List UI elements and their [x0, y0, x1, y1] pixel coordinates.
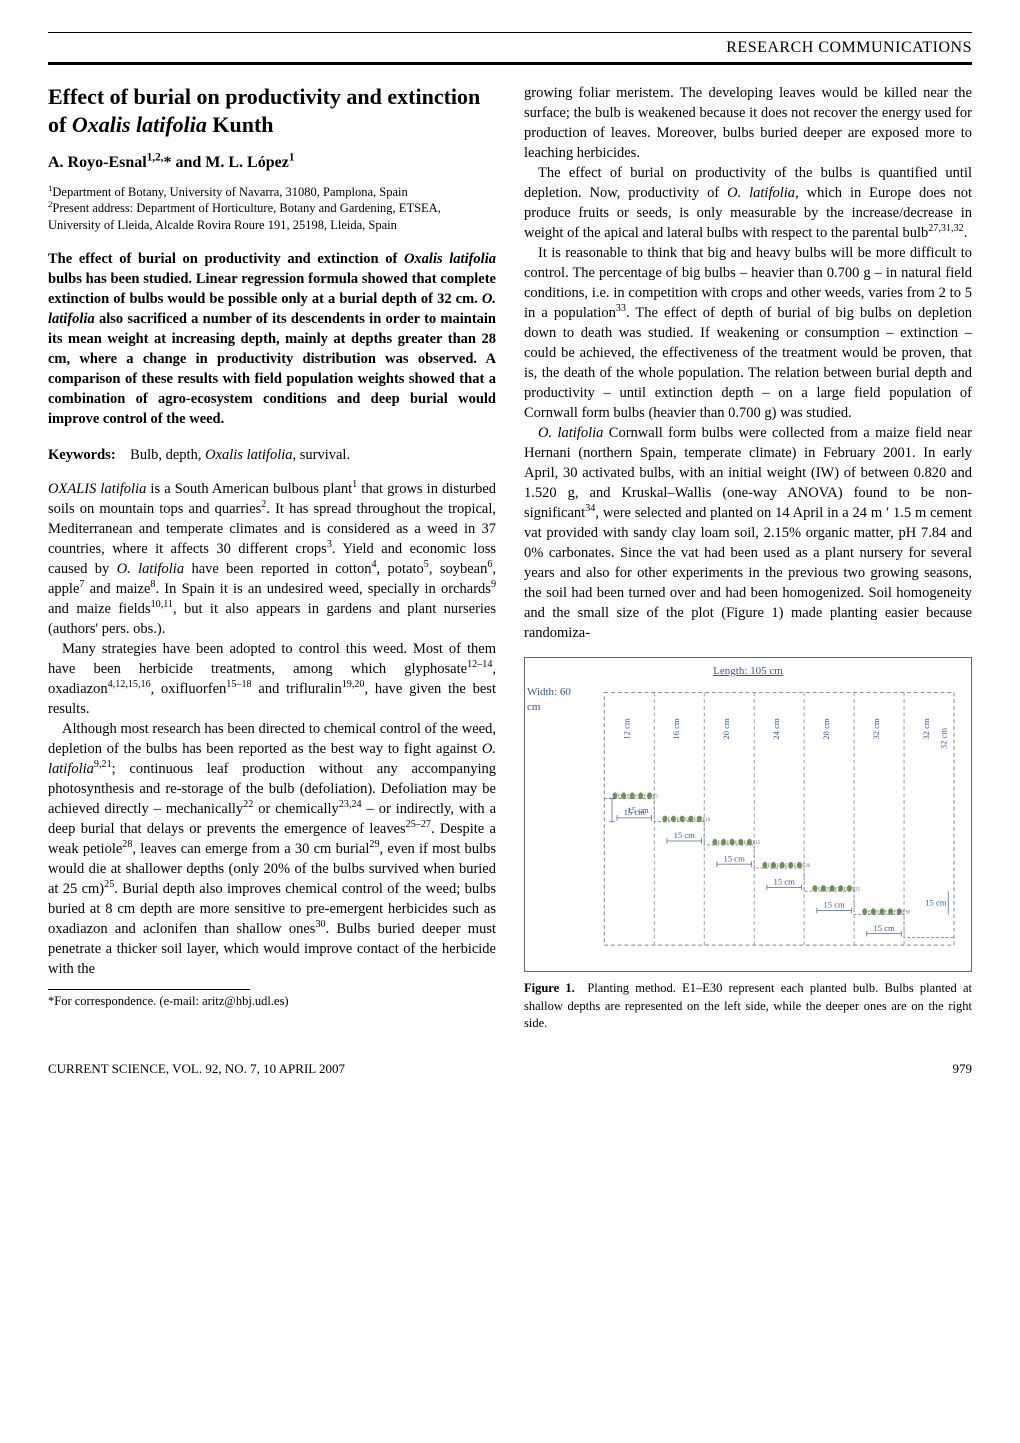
svg-text:15 cm: 15 cm [873, 923, 895, 933]
authors: A. Royo-Esnal1,2,* and M. L. López1 [48, 152, 496, 174]
abstract: The effect of burial on productivity and… [48, 249, 496, 429]
svg-text:15 cm: 15 cm [673, 830, 695, 840]
svg-text:15 cm: 15 cm [925, 898, 947, 908]
svg-text:E25: E25 [852, 888, 860, 893]
two-column-layout: Effect of burial on productivity and ext… [48, 83, 972, 1032]
svg-text:32 cm: 32 cm [921, 718, 931, 740]
svg-text:E20: E20 [802, 864, 810, 869]
footer-left: CURRENT SCIENCE, VOL. 92, NO. 7, 10 APRI… [48, 1060, 345, 1078]
section-header: RESEARCH COMMUNICATIONS [48, 37, 972, 59]
figure-1-caption-label: Figure 1. [524, 981, 575, 995]
svg-text:15 cm: 15 cm [773, 877, 795, 887]
left-column: Effect of burial on productivity and ext… [48, 83, 496, 1032]
figure-1-caption: Figure 1. Planting method. E1–E30 repres… [524, 980, 972, 1032]
thick-rule [48, 62, 972, 65]
page-footer: CURRENT SCIENCE, VOL. 92, NO. 7, 10 APRI… [48, 1060, 972, 1078]
svg-text:24 cm: 24 cm [771, 718, 781, 740]
body-para-r2: It is reasonable to think that big and h… [524, 243, 972, 423]
svg-text:E15: E15 [752, 841, 760, 846]
body-para-l0: OXALIS latifolia is a South American bul… [48, 479, 496, 639]
figure-1-caption-text: Planting method. E1–E30 represent each p… [524, 981, 972, 1030]
correspondence-rule [48, 989, 250, 990]
keywords-label: Keywords: [48, 447, 116, 463]
svg-text:32 cm: 32 cm [938, 728, 948, 750]
svg-text:12 cm: 12 cm [621, 718, 631, 740]
article-title: Effect of burial on productivity and ext… [48, 83, 496, 138]
svg-text:E5: E5 [652, 795, 658, 800]
svg-text:16 cm: 16 cm [671, 718, 681, 740]
body-para-l2: Although most research has been directed… [48, 719, 496, 979]
svg-text:15 cm: 15 cm [823, 900, 845, 910]
svg-text:15 cm: 15 cm [627, 805, 649, 815]
body-para-l1: Many strategies have been adopted to con… [48, 639, 496, 719]
body-para-r0: growing foliar meristem. The developing … [524, 83, 972, 163]
body-para-r1: The effect of burial on productivity of … [524, 163, 972, 243]
correspondence: *For correspondence. (e-mail: aritz@hbj.… [48, 993, 496, 1010]
svg-text:32 cm: 32 cm [871, 718, 881, 740]
figure-1-box: Length: 105 cm Width: 60 cm 12 cm 16 cm 20… [524, 657, 972, 972]
figure-1-left-label: Width: 60 cm [525, 681, 587, 971]
svg-text:E30: E30 [902, 911, 910, 916]
figure-1-diagram: 12 cm16 cm20 cm24 cm28 cm32 cm32 cmE1E2E… [587, 681, 971, 971]
svg-text:E10: E10 [702, 818, 710, 823]
figure-1-top-label: Length: 105 cm [525, 658, 971, 681]
figure-1: Length: 105 cm Width: 60 cm 12 cm 16 cm 20… [524, 657, 972, 1032]
svg-text:28 cm: 28 cm [821, 718, 831, 740]
keywords-text: Bulb, depth, Oxalis latifolia, survival. [130, 447, 350, 463]
keywords: Keywords: Bulb, depth, Oxalis latifolia,… [48, 445, 496, 465]
svg-text:20 cm: 20 cm [721, 718, 731, 740]
body-para-r3: O. latifolia Cornwall form bulbs were co… [524, 423, 972, 643]
top-rule [48, 32, 972, 33]
affiliations: 1Department of Botany, University of Nav… [48, 184, 496, 233]
footer-right: 979 [953, 1060, 973, 1078]
svg-text:15 cm: 15 cm [723, 854, 745, 864]
right-column: growing foliar meristem. The developing … [524, 83, 972, 1032]
